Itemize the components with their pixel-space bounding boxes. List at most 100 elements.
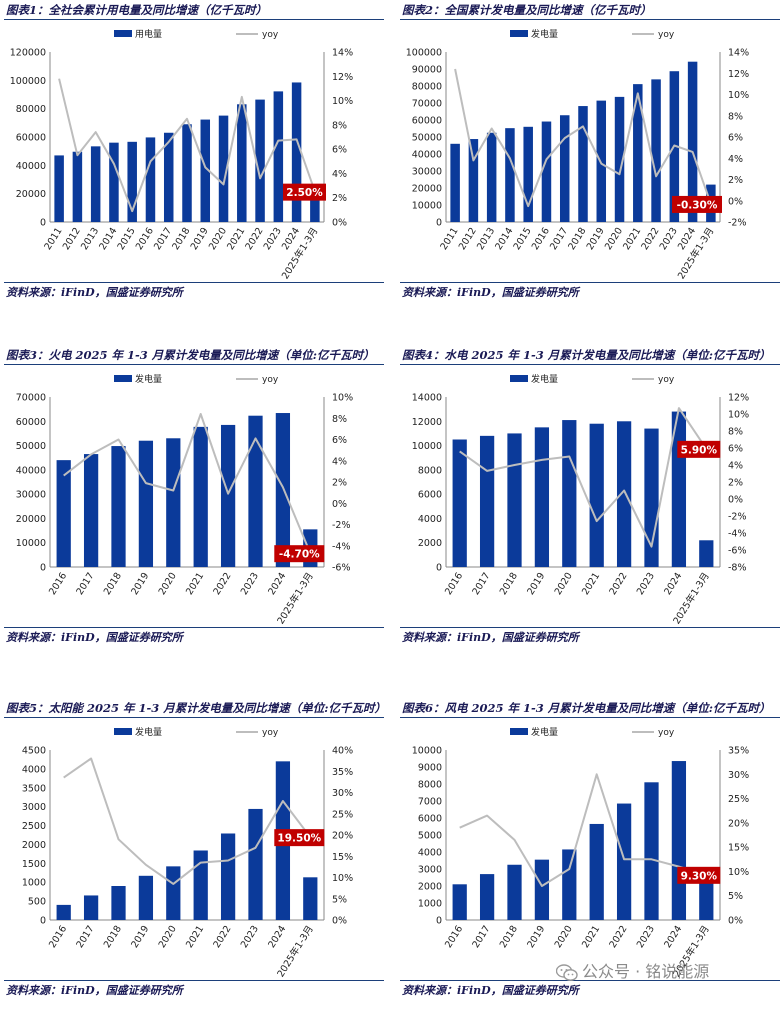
y-tick-label-left: 500 [28,897,46,908]
bar [111,886,125,920]
x-tick-label: 2024 [266,571,288,597]
bar [507,865,521,920]
y-tick-label-left: 120000 [10,48,46,59]
x-tick-label: 2011 [439,226,461,252]
y-tick-label-left: 60000 [16,417,46,428]
x-tick-label: 2021 [225,226,247,252]
bar [672,761,686,920]
x-tick-label: 2022 [243,226,265,252]
bar [535,860,549,920]
y-tick-label-left: 20000 [16,189,46,200]
title-rule [400,364,780,365]
title-rule [400,19,780,20]
y-tick-label-left: 70000 [16,393,46,404]
x-tick-label: 2024 [662,924,684,950]
y-tick-label-right: -6% [332,563,351,574]
x-tick-label: 2020 [603,226,625,252]
y-tick-label-right: 8% [728,427,743,438]
x-tick-label: 2021 [580,924,602,950]
bar [84,895,98,920]
y-tick-label-right: 35% [332,767,353,778]
callout-label: 19.50% [277,833,321,845]
y-tick-label-left: 12000 [412,417,442,428]
x-tick-label: 2012 [457,226,479,252]
x-tick-label: 2017 [152,226,174,252]
x-tick-label: 2016 [134,226,156,252]
y-tick-label-left: 4000 [22,764,46,775]
y-tick-label-right: 10% [728,90,749,101]
y-tick-label-left: 50000 [412,133,442,144]
legend: 发电量 yoy [510,28,675,40]
x-tick-label: 2012 [61,226,83,252]
legend-label-bar: 用电量 [135,28,162,40]
chart-title: 图表2：全国累计发电量及同比增速（亿千瓦时） [402,2,778,18]
x-tick-label: 2023 [239,924,261,950]
chart-title: 图表4：水电 2025 年 1-3 月累计发电量及同比增速（单位:亿千瓦时） [402,347,778,363]
y-tick-label-right: 14% [728,48,749,59]
yoy-line [64,759,311,884]
y-tick-label-right: 25% [728,794,749,805]
wechat-icon [556,964,578,982]
chart-title: 图表3：火电 2025 年 1-3 月累计发电量及同比增速（单位:亿千瓦时） [6,347,382,363]
y-tick-label-right: 0% [332,218,347,229]
source-rule [4,980,384,981]
x-tick-label: 2022 [607,571,629,597]
x-tick-label: 2014 [493,226,515,252]
y-tick-label-left: 14000 [412,393,442,404]
chart-panel-4: 图表4：水电 2025 年 1-3 月累计发电量及同比增速（单位:亿千瓦时） 发… [400,345,780,670]
x-tick-label: 2019 [129,571,151,597]
bar [542,122,551,222]
y-tick-label-left: 80000 [16,104,46,115]
y-tick-label-left: 8000 [418,465,442,476]
x-tick-label: 2022 [211,571,233,597]
y-tick-label-left: 30000 [412,167,442,178]
bar [237,104,246,222]
x-tick-label: 2013 [475,226,497,252]
y-tick-label-left: 5000 [418,831,442,842]
chart-title: 图表6：风电 2025 年 1-3 月累计发电量及同比增速（单位:亿千瓦时） [402,700,778,716]
x-tick-label: 2024 [662,571,684,597]
x-tick-label: 2015 [512,226,534,252]
y-tick-label-right: 4% [728,154,743,165]
y-tick-label-right: 8% [728,111,743,122]
watermark: 公众号 · 铭说能源 [556,958,776,984]
y-tick-label-left: 0 [436,916,442,927]
y-tick-label-right: 6% [332,145,347,156]
x-tick-label: 2020 [553,924,575,950]
x-tick-label: 2022 [607,924,629,950]
legend-label-bar: 发电量 [531,726,558,738]
bar [109,143,118,222]
x-tick-label: 2020 [157,571,179,597]
legend-label-line: yoy [658,30,675,40]
title-rule [400,717,780,718]
y-tick-label-left: 90000 [412,65,442,76]
bar [221,425,235,567]
y-tick-label-left: 8000 [418,780,442,791]
bar [182,124,191,222]
legend-label-bar: 发电量 [531,28,558,40]
yoy-line [460,774,707,886]
y-tick-label-left: 20000 [412,184,442,195]
chart-source: 资料来源：iFinD，国盛证券研究所 [402,982,579,998]
y-tick-label-right: 2% [332,478,347,489]
y-tick-label-left: 3000 [22,802,46,813]
y-tick-label-right: 5% [728,891,743,902]
y-tick-label-right: 35% [728,746,749,757]
x-tick-label: 2020 [553,571,575,597]
y-tick-label-left: 80000 [412,82,442,93]
x-tick-label: 2024 [266,924,288,950]
x-tick-label: 2016 [47,924,69,950]
x-tick-label: 2018 [102,571,124,597]
y-tick-label-right: 10% [728,410,749,421]
bar [73,152,82,222]
y-tick-label-right: 8% [332,414,347,425]
legend-label-line: yoy [658,375,675,385]
y-tick-label-right: 12% [332,72,353,83]
bar [292,82,301,222]
bar [505,128,514,222]
